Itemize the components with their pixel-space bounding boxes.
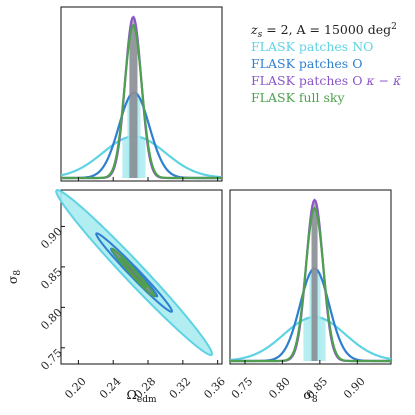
x-axis-label-omega-sub: edm [137, 395, 157, 405]
legend-header-rest: = 2, A = 15000 deg [262, 22, 391, 37]
panel-joint-contours [60, 189, 223, 365]
sigma8-curve-3 [230, 206, 391, 363]
legend-entry-flask-patches-o-kappa: FLASK patches O κ − κ̄ [251, 73, 402, 88]
joint-contours [55, 189, 213, 357]
joint-xtick-label: 0.36 [201, 375, 228, 402]
legend-header-sup: 2 [391, 22, 397, 32]
x-axis-label-omega: Ωedm [127, 387, 157, 405]
sigma8-marginal-xtick-label: 0.75 [229, 375, 256, 402]
sigma8-marginal-xtick-label: 0.90 [341, 375, 368, 402]
x-axis-label-sigma8: σ8 [303, 387, 318, 405]
sigma8-marginal-xtick-label: 0.80 [266, 375, 293, 402]
joint-xtick-label: 0.20 [62, 375, 89, 402]
legend-entry-flask-patches-o: FLASK patches O [251, 56, 362, 71]
sigma8-band-3 [311, 208, 318, 361]
y-axis-label-sigma8-sub: 8 [13, 270, 23, 276]
legend-header-z-sub: s [258, 30, 263, 40]
joint-xtick-label: 0.24 [97, 375, 124, 402]
legend-entry-flask-full-sky: FLASK full sky [251, 90, 346, 105]
legend-header: zs = 2, A = 15000 deg2 [250, 22, 397, 40]
omega-curve-0 [60, 135, 223, 179]
omega-band-3 [129, 25, 138, 179]
legend-entry-kappa-label: FLASK patches O [251, 73, 366, 88]
omega-curve-3 [61, 23, 222, 180]
x-axis-label-omega-base: Ω [127, 387, 137, 402]
legend-entry-kappa-extra: κ − κ̄ [365, 73, 402, 88]
omega-marginal-curves [60, 15, 223, 180]
x-axis-label-sigma8-base: σ [303, 387, 312, 402]
y-axis-label-sigma8-base: σ [5, 275, 20, 284]
joint-xtick-label: 0.32 [167, 375, 194, 402]
sigma8-marginal-curves [229, 198, 392, 363]
contour-3-level-1 [119, 257, 148, 289]
panel-omega-marginal [60, 6, 223, 182]
legend-header-z: z [250, 22, 258, 37]
panel-sigma8-marginal [229, 189, 392, 365]
legend: zs = 2, A = 15000 deg2 FLASK patches NO … [250, 22, 402, 105]
x-axis-label-sigma8-sub: 8 [312, 395, 318, 405]
y-axis-label-sigma8: σ8 [5, 270, 23, 285]
legend-entry-flask-patches-no: FLASK patches NO [251, 39, 373, 54]
